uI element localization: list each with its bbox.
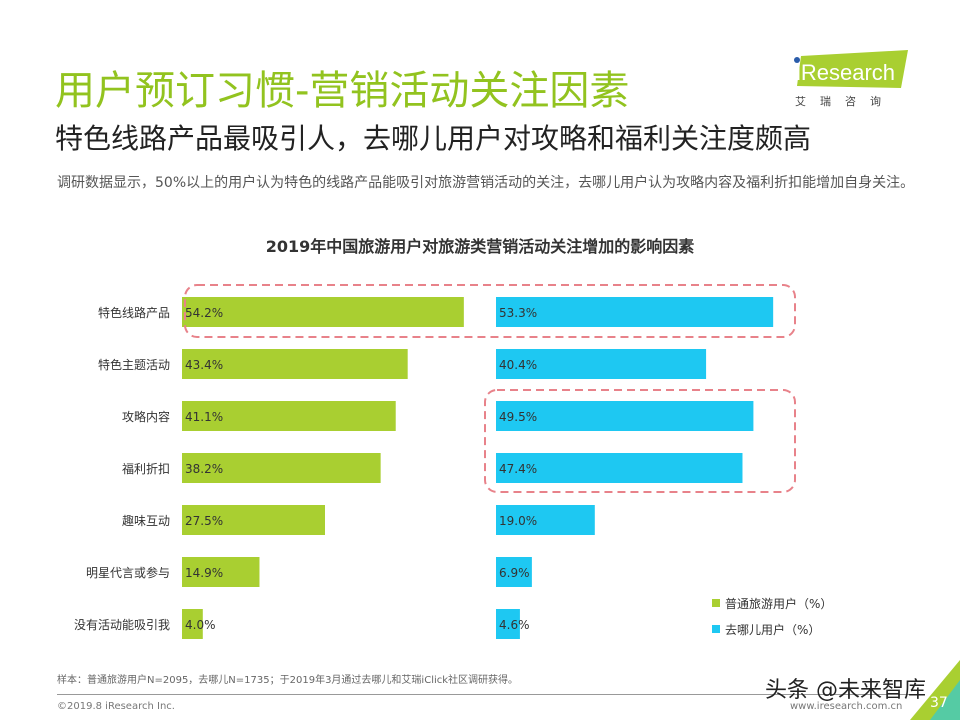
legend-label: 普通旅游用户（%）	[725, 596, 832, 611]
bar-qunar	[496, 349, 707, 379]
footer-divider	[57, 694, 917, 695]
bar-qunar	[496, 401, 754, 431]
highlight-box	[184, 284, 796, 338]
category-label: 特色主题活动	[98, 357, 170, 372]
data-label: 47.4%	[499, 462, 537, 476]
corner-decoration	[910, 660, 960, 720]
category-label: 特色线路产品	[98, 305, 170, 320]
data-label: 53.3%	[499, 306, 537, 320]
legend-swatch	[712, 599, 720, 607]
sample-note: 样本：普通旅游用户N=2095，去哪儿N=1735；于2019年3月通过去哪儿和…	[57, 675, 519, 686]
data-label: 4.0%	[185, 618, 216, 632]
description: 调研数据显示，50%以上的用户认为特色的线路产品能吸引对旅游营销活动的关注，去哪…	[57, 175, 915, 191]
highlight-box	[484, 389, 796, 493]
data-label: 40.4%	[499, 358, 537, 372]
category-label: 趣味互动	[122, 513, 170, 528]
page-subtitle: 特色线路产品最吸引人，去哪儿用户对攻略和福利关注度颇高	[55, 122, 812, 155]
bar-qunar	[496, 609, 520, 639]
bar-qunar	[496, 297, 774, 327]
data-label: 38.2%	[185, 462, 223, 476]
bar-qunar	[496, 557, 532, 587]
page-title: 用户预订习惯-营销活动关注因素	[55, 68, 630, 114]
watermark: 头条 @未来智库	[765, 678, 926, 703]
bar-qunar	[496, 505, 595, 535]
copyright: ©2019.8 iResearch Inc.	[57, 701, 175, 712]
data-label: 49.5%	[499, 410, 537, 424]
bar-general	[182, 557, 260, 587]
category-label: 攻略内容	[122, 409, 170, 424]
legend-swatch	[712, 625, 720, 633]
category-label: 福利折扣	[122, 461, 170, 476]
bar-general	[182, 297, 464, 327]
svg-text:iResearch: iResearch	[796, 60, 895, 85]
data-label: 14.9%	[185, 566, 223, 580]
data-label: 41.1%	[185, 410, 223, 424]
data-label: 27.5%	[185, 514, 223, 528]
chart-title: 2019年中国旅游用户对旅游类营销活动关注增加的影响因素	[265, 237, 695, 256]
page-number: 37	[930, 695, 948, 711]
logo-cn: 艾瑞咨询	[795, 95, 895, 108]
bar-general	[182, 505, 325, 535]
data-label: 43.4%	[185, 358, 223, 372]
bar-qunar	[496, 453, 743, 483]
bar-general	[182, 401, 396, 431]
data-label: 19.0%	[499, 514, 537, 528]
iresearch-logo: iResearch	[794, 50, 908, 88]
bar-general	[182, 453, 381, 483]
category-label: 明星代言或参与	[86, 565, 170, 580]
data-label: 6.9%	[499, 566, 530, 580]
data-label: 4.6%	[499, 618, 530, 632]
data-label: 54.2%	[185, 306, 223, 320]
category-label: 没有活动能吸引我	[74, 617, 170, 632]
legend-label: 去哪儿用户（%）	[725, 622, 820, 637]
bar-general	[182, 349, 408, 379]
website: www.iresearch.com.cn	[790, 701, 903, 712]
bar-general	[182, 609, 203, 639]
